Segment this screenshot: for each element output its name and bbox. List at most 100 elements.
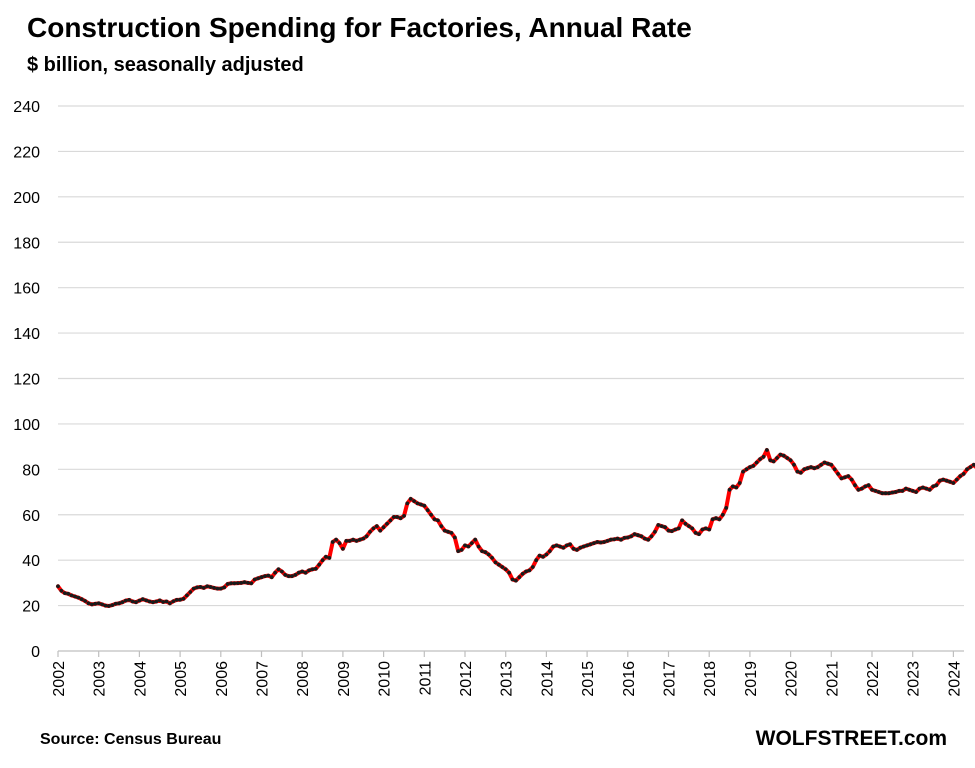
data-point [164,599,169,604]
data-point [615,536,620,541]
data-point [140,597,145,602]
data-point [636,533,640,538]
data-point [181,596,186,601]
data-point [157,598,162,603]
data-point [337,541,342,545]
data-point [839,476,844,481]
data-point [890,490,895,495]
data-point [364,534,369,539]
data-point [269,575,274,580]
data-point [110,603,115,607]
data-point [368,529,372,534]
x-tick-label: 2021 [824,661,841,697]
data-point [788,458,793,463]
data-point [232,581,237,586]
series-construction-spending [56,448,975,608]
data-point [965,467,969,472]
data-point [961,472,966,476]
data-point [259,575,264,580]
data-point [266,573,271,578]
data-point [374,524,379,528]
data-point [358,537,362,542]
x-tick-label: 2005 [173,661,190,697]
data-point [673,527,678,532]
data-point [826,461,830,466]
data-point [144,598,149,603]
data-point [819,462,823,467]
data-point [588,542,593,547]
x-tick-label: 2022 [865,661,882,697]
data-point [917,486,922,491]
data-point [836,472,840,476]
data-point [127,598,132,602]
data-point [900,489,905,493]
data-point [951,481,956,485]
data-point [198,585,203,589]
data-point [235,581,240,585]
data-point [856,487,861,492]
data-point [66,591,71,596]
data-point [815,465,820,469]
data-point [649,534,654,539]
data-point [751,464,756,468]
data-point [86,601,91,606]
data-point [107,604,111,608]
chart-title: Construction Spending for Factories, Ann… [27,12,692,43]
data-point [419,502,423,507]
data-point [642,536,647,541]
data-point [391,515,396,519]
data-point [347,539,352,543]
data-point [429,512,433,517]
data-point [893,490,898,494]
data-point [76,595,81,600]
data-point [734,485,739,490]
x-tick-label: 2015 [580,661,597,697]
data-point [442,528,447,533]
data-point [785,456,790,460]
data-point [527,568,532,573]
x-tick-label: 2013 [499,661,516,697]
data-point [123,598,128,603]
y-tick-label: 120 [13,372,40,389]
data-point [510,577,515,582]
data-point [934,483,939,488]
data-point [581,544,586,549]
series-line [56,448,975,608]
x-tick-label: 2009 [336,661,353,697]
data-point [541,554,545,559]
data-point [507,570,511,575]
y-tick-label: 160 [13,281,40,298]
data-point [439,524,444,528]
data-point [944,478,949,483]
data-point [405,501,410,506]
data-point [503,567,508,572]
data-point [798,470,803,475]
data-point [859,486,864,491]
data-point [849,477,854,482]
data-point [904,486,908,491]
data-point [822,460,827,465]
data-point [646,537,651,542]
data-point [432,517,437,522]
data-point [954,477,959,482]
data-point [185,593,189,598]
y-tick-label: 20 [22,599,40,616]
x-tick-label: 2011 [417,661,434,696]
data-point [670,529,674,533]
data-point [168,601,172,606]
x-tick-label: 2003 [92,661,109,697]
data-point [303,570,308,575]
data-point [514,578,518,583]
data-point [968,465,973,469]
data-point [256,576,260,581]
data-point [663,525,667,530]
x-tick-label: 2017 [662,661,679,697]
data-point [683,521,688,526]
data-point [313,566,318,571]
data-point [720,512,725,517]
data-point [592,541,596,545]
data-point [215,586,220,591]
data-point [500,565,505,569]
source-note: Source: Census Bureau [40,731,222,748]
